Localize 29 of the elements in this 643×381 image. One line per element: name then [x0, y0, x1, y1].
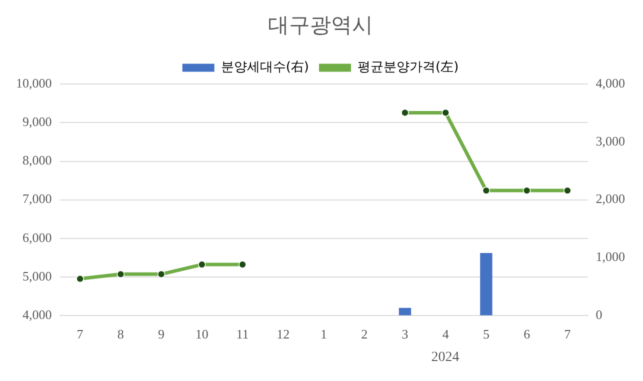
x-tick-label: 1 — [320, 326, 327, 342]
y2-tick-label: 1,000 — [596, 249, 625, 264]
legend-label: 평균분양가격(左) — [358, 60, 459, 76]
x-tick-label: 6 — [524, 326, 531, 342]
x-tick-label: 8 — [117, 326, 124, 342]
y-tick-label: 9,000 — [22, 114, 52, 130]
x-tick-label: 4 — [442, 326, 450, 342]
y2-tick-label: 3,000 — [596, 133, 625, 148]
y2-tick-label: 4,000 — [596, 76, 625, 91]
y-tick-label: 4,000 — [22, 306, 52, 322]
x-tick-label: 2 — [361, 326, 368, 342]
x-tick-label: 7 — [564, 326, 572, 342]
x-tick-label: 11 — [236, 326, 249, 342]
y2-tick-label: 0 — [596, 306, 602, 322]
x-tick-label: 3 — [402, 326, 408, 342]
y-tick-label: 8,000 — [22, 152, 52, 168]
y2-tick-label: 2,000 — [596, 191, 625, 206]
x-tick-label: 10 — [195, 326, 208, 342]
y-tick-label: 10,000 — [16, 76, 52, 91]
chart-title: 대구광역시 — [268, 13, 373, 38]
y-tick-label: 7,000 — [22, 191, 52, 206]
x-tick-label: 9 — [158, 326, 165, 342]
text: 2024 — [431, 350, 460, 366]
x-tick-label: 7 — [76, 326, 84, 342]
legend-label: 분양세대수(右) — [220, 60, 310, 76]
x-tick-label: 5 — [482, 326, 490, 342]
y-tick-label: 6,000 — [22, 230, 52, 245]
x-tick-label: 12 — [276, 326, 290, 342]
y-tick-label: 5,000 — [22, 268, 52, 284]
